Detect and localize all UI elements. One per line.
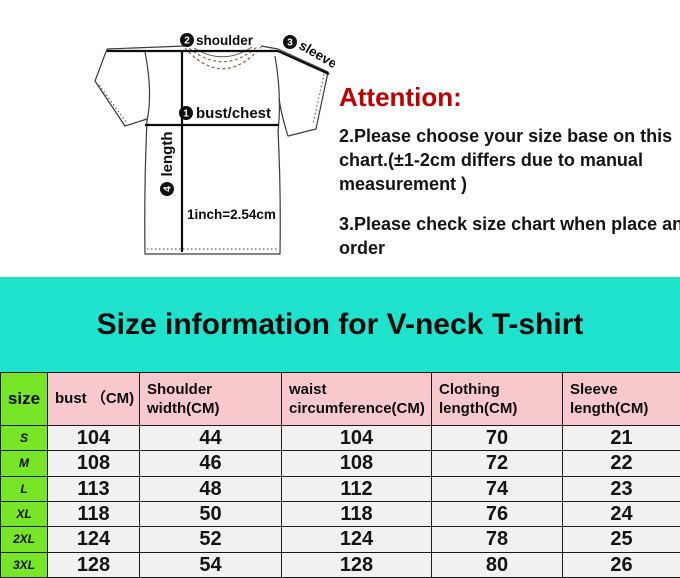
- shoulder-value: 50: [139, 500, 282, 528]
- banner-title: Size information for V-neck T-shirt: [96, 307, 584, 341]
- shoulder-value: 54: [139, 551, 282, 578]
- waist-value: 104: [281, 424, 432, 452]
- col-header-shoulder-width: Shoulder width(CM): [139, 372, 282, 426]
- bust-badge-number: 1: [183, 109, 189, 120]
- size-label: S: [0, 424, 48, 452]
- sleeve-measure-line: [277, 49, 330, 76]
- attention-block: Attention: 2.Please choose your size bas…: [339, 82, 680, 277]
- col-header-waist: waist circumference(CM): [281, 372, 432, 426]
- shoulder-value: 48: [139, 475, 282, 502]
- size-info-banner: Size information for V-neck T-shirt: [0, 277, 680, 372]
- scale-note: 1inch=2.54cm: [187, 207, 276, 222]
- waist-value: 118: [281, 500, 432, 528]
- attention-item-3: 3.Please check size chart when place an …: [339, 213, 680, 258]
- table-row-xl: XL 118 50 118 76 24: [0, 500, 680, 528]
- shirt-outline: [94, 45, 329, 255]
- attention-title: Attention:: [339, 82, 462, 112]
- sleeve-badge-number: 3: [287, 38, 293, 49]
- waist-value: 128: [281, 551, 432, 578]
- bust-value: 128: [47, 551, 140, 578]
- size-table: size bust （CM) Shoulder width(CM) waist …: [0, 372, 680, 578]
- table-header-row: size bust （CM) Shoulder width(CM) waist …: [0, 372, 680, 426]
- sleeve-length-value: 21: [562, 424, 680, 452]
- clothing-length-value: 74: [431, 475, 563, 502]
- table-row-3xl: 3XL 128 54 128 80 26: [0, 551, 680, 578]
- clothing-length-value: 78: [431, 526, 563, 553]
- sleeve-length-value: 22: [562, 450, 680, 477]
- table-row-2xl: 2XL 124 52 124 78 25: [0, 526, 680, 553]
- length-label: length: [159, 132, 176, 177]
- shoulder-value: 52: [139, 526, 282, 553]
- clothing-length-value: 80: [431, 551, 563, 578]
- size-label: 2XL: [0, 526, 48, 553]
- bust-value: 104: [47, 424, 140, 452]
- bust-value: 118: [47, 500, 140, 528]
- tshirt-diagram: 2 shoulder 3 sleeve 1 bust/chest length …: [94, 33, 335, 255]
- clothing-length-value: 76: [431, 500, 563, 528]
- bust-value: 113: [47, 475, 140, 502]
- bust-value: 108: [47, 450, 140, 477]
- col-header-size: size: [0, 372, 48, 426]
- sleeve-length-value: 26: [562, 551, 680, 578]
- size-label: M: [0, 450, 48, 477]
- table-row-s: S 104 44 104 70 21: [0, 424, 680, 452]
- sleeve-length-value: 23: [562, 475, 680, 502]
- waist-value: 112: [281, 475, 432, 502]
- waist-value: 108: [281, 450, 432, 477]
- size-label: XL: [0, 500, 48, 528]
- bust-value: 124: [47, 526, 140, 553]
- length-badge: 4: [160, 182, 174, 196]
- col-header-sleeve-length: Sleeve length(CM): [562, 372, 680, 426]
- length-badge-number: 4: [163, 186, 174, 192]
- waist-value: 124: [281, 526, 432, 553]
- col-header-clothing-length: Clothing length(CM): [431, 372, 563, 426]
- bust-badge: 1: [179, 106, 193, 120]
- attention-item-2: 2.Please choose your size base on this c…: [339, 126, 673, 194]
- sleeve-length-value: 24: [562, 500, 680, 528]
- shoulder-value: 44: [139, 424, 282, 452]
- col-header-bust: bust （CM): [47, 372, 140, 426]
- shoulder-badge-number: 2: [184, 36, 190, 47]
- table-row-l: L 113 48 112 74 23: [0, 475, 680, 502]
- shoulder-label: shoulder: [196, 33, 254, 48]
- size-label: 3XL: [0, 551, 48, 578]
- hem-stitching: [98, 73, 325, 250]
- clothing-length-value: 72: [431, 450, 563, 477]
- shoulder-value: 46: [139, 450, 282, 477]
- sleeve-badge: 3: [283, 35, 297, 49]
- shoulder-badge: 2: [180, 33, 194, 47]
- bust-label: bust/chest: [196, 105, 271, 122]
- clothing-length-value: 70: [431, 424, 563, 452]
- sleeve-length-value: 25: [562, 526, 680, 553]
- table-row-m: M 108 46 108 72 22: [0, 450, 680, 477]
- size-label: L: [0, 475, 48, 502]
